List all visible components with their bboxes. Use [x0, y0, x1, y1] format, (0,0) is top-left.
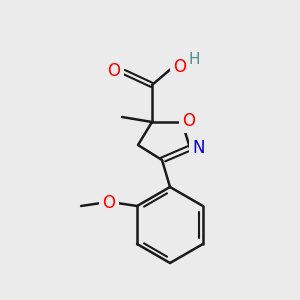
Text: N: N — [193, 139, 205, 157]
Text: O: O — [173, 58, 187, 76]
Text: O: O — [102, 194, 116, 212]
Text: O: O — [107, 62, 121, 80]
Text: O: O — [182, 112, 196, 130]
Text: O: O — [103, 194, 116, 212]
Text: H: H — [188, 52, 200, 68]
Text: O: O — [173, 58, 187, 76]
Text: N: N — [192, 139, 206, 157]
Text: O: O — [107, 62, 121, 80]
Text: O: O — [182, 112, 196, 130]
